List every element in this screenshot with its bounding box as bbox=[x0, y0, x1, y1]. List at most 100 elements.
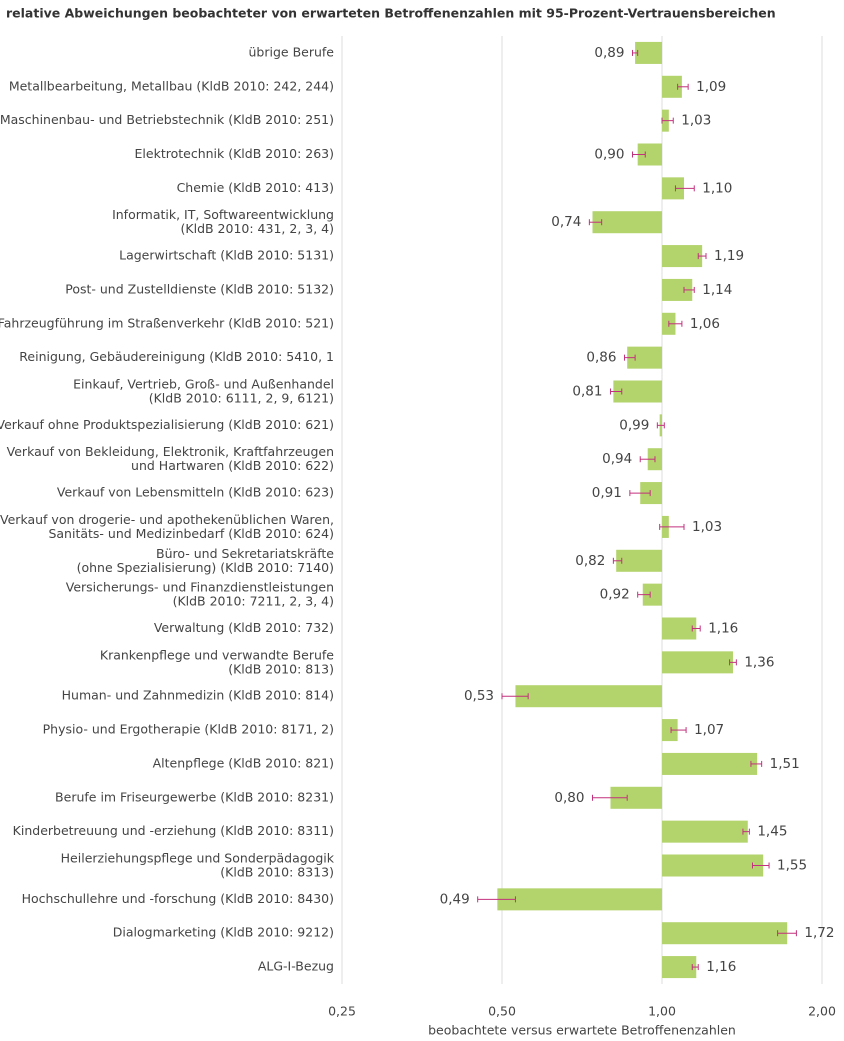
y-tick-label: Maschinenbau- und Betriebstechnik (KldB … bbox=[0, 112, 334, 127]
error-bar bbox=[588, 219, 603, 226]
value-label: 0,53 bbox=[464, 688, 494, 704]
bar bbox=[662, 245, 703, 268]
bar bbox=[662, 956, 697, 979]
x-tick-label: 0,25 bbox=[328, 1004, 356, 1019]
y-tick-label: Metallbearbeitung, Metallbau (KldB 2010:… bbox=[9, 78, 334, 93]
bar bbox=[662, 752, 758, 775]
error-bar bbox=[659, 523, 685, 530]
value-label: 1,72 bbox=[804, 925, 834, 941]
x-tick-label: 0,50 bbox=[488, 1004, 516, 1019]
bar bbox=[662, 651, 733, 674]
y-tick-label: Kinderbetreuung und -erziehung (KldB 201… bbox=[13, 823, 334, 838]
y-tick-label: Heilerziehungspflege und Sonderpädagogik… bbox=[61, 850, 335, 879]
y-tick-label: Physio- und Ergotherapie (KldB 2010: 817… bbox=[43, 722, 334, 737]
error-bar bbox=[668, 320, 683, 327]
error-bar bbox=[697, 253, 707, 260]
bar bbox=[662, 922, 788, 945]
error-bar bbox=[637, 591, 651, 598]
value-label: 0,91 bbox=[592, 485, 622, 501]
y-tick-label: Einkauf, Vertrieb, Groß- und Außenhandel… bbox=[73, 376, 334, 405]
bar bbox=[662, 617, 697, 640]
y-tick-label: Post- und Zustelldienste (KldB 2010: 513… bbox=[65, 281, 334, 296]
value-label: 1,07 bbox=[694, 722, 724, 738]
error-bar bbox=[591, 794, 628, 801]
error-bar bbox=[477, 896, 516, 903]
error-bar bbox=[691, 964, 699, 971]
error-bar bbox=[501, 693, 529, 700]
y-tick-label: Verkauf von Bekleidung, Elektronik, Kraf… bbox=[7, 444, 334, 473]
error-bar bbox=[691, 625, 701, 632]
y-tick-label: Human- und Zahnmedizin (KldB 2010: 814) bbox=[62, 688, 334, 703]
y-tick-label: Hochschullehre und -forschung (KldB 2010… bbox=[22, 891, 334, 906]
value-label: 1,03 bbox=[692, 519, 722, 535]
error-bar bbox=[742, 828, 750, 835]
value-label: 1,16 bbox=[708, 621, 738, 637]
value-label: 0,49 bbox=[440, 891, 470, 907]
value-label: 0,90 bbox=[594, 147, 624, 163]
value-label: 1,55 bbox=[777, 858, 807, 874]
bar bbox=[662, 820, 748, 843]
y-tick-label: Verkauf ohne Produktspezialisierung (Kld… bbox=[0, 417, 334, 432]
bar bbox=[662, 854, 764, 877]
error-bar bbox=[656, 422, 665, 429]
value-label: 1,36 bbox=[744, 654, 774, 670]
error-bar bbox=[661, 117, 674, 124]
bar bbox=[610, 786, 662, 809]
value-label: 0,94 bbox=[602, 451, 632, 467]
x-tick-label: 2,00 bbox=[808, 1004, 836, 1019]
y-tick-label: Versicherungs- und Finanzdienstleistunge… bbox=[66, 579, 334, 608]
error-bar bbox=[751, 862, 770, 869]
bar bbox=[662, 75, 682, 98]
y-tick-label: ALG-I-Bezug bbox=[258, 959, 334, 974]
y-tick-label: Krankenpflege und verwandte Berufe (KldB … bbox=[100, 647, 334, 676]
bar bbox=[642, 583, 662, 606]
y-tick-label: Altenpflege (KldB 2010: 821) bbox=[153, 755, 334, 770]
value-label: 1,10 bbox=[702, 180, 732, 196]
bar bbox=[662, 278, 693, 301]
bar bbox=[637, 143, 662, 166]
value-label: 0,74 bbox=[551, 214, 581, 230]
y-tick-label: Reinigung, Gebäudereinigung (KldB 2010: … bbox=[19, 349, 334, 364]
error-bar bbox=[729, 659, 737, 666]
y-tick-label: Verkauf von drogerie- und apothekenüblic… bbox=[0, 511, 334, 540]
x-axis-title: beobachtete versus erwartete Betroffenen… bbox=[428, 1023, 736, 1038]
x-tick-label: 1,00 bbox=[648, 1004, 676, 1019]
value-label: 1,14 bbox=[702, 282, 732, 298]
bar bbox=[640, 482, 662, 505]
value-label: 0,99 bbox=[619, 417, 649, 433]
bar bbox=[515, 685, 662, 708]
value-label: 0,81 bbox=[572, 384, 602, 400]
value-label: 0,82 bbox=[575, 553, 605, 569]
error-bar bbox=[631, 151, 646, 158]
y-tick-label: Verwaltung (KldB 2010: 732) bbox=[154, 620, 334, 635]
value-label: 0,89 bbox=[594, 45, 624, 61]
value-label: 1,19 bbox=[714, 248, 744, 264]
bar bbox=[616, 549, 662, 572]
error-bar bbox=[609, 388, 623, 395]
value-label: 1,45 bbox=[757, 824, 787, 840]
error-bar bbox=[639, 456, 656, 463]
y-tick-label: Elektrotechnik (KldB 2010: 263) bbox=[135, 146, 334, 161]
y-tick-label: Fahrzeugführung im Straßenverkehr (KldB … bbox=[0, 315, 334, 330]
y-tick-label: Informatik, IT, Softwareentwicklung (KldB… bbox=[112, 207, 334, 236]
value-label: 1,06 bbox=[690, 316, 720, 332]
error-bar bbox=[629, 490, 651, 497]
value-label: 1,16 bbox=[706, 959, 736, 975]
y-tick-label: Berufe im Friseurgewerbe (KldB 2010: 823… bbox=[55, 789, 334, 804]
error-bar bbox=[750, 760, 763, 767]
error-bar bbox=[674, 185, 695, 192]
error-bar bbox=[631, 49, 639, 56]
bar bbox=[635, 41, 662, 64]
y-tick-label: übrige Berufe bbox=[249, 44, 335, 59]
error-bar bbox=[670, 727, 687, 734]
bar bbox=[592, 211, 662, 234]
error-bar bbox=[623, 354, 636, 361]
bar bbox=[613, 380, 662, 403]
bar bbox=[497, 888, 662, 911]
y-tick-label: Dialogmarketing (KldB 2010: 9212) bbox=[113, 925, 334, 940]
error-bar bbox=[677, 83, 689, 90]
value-label: 0,80 bbox=[554, 790, 584, 806]
value-label: 0,86 bbox=[586, 350, 616, 366]
y-tick-label: Büro- und Sekretariatskräfte (ohne Spezia… bbox=[77, 545, 335, 574]
